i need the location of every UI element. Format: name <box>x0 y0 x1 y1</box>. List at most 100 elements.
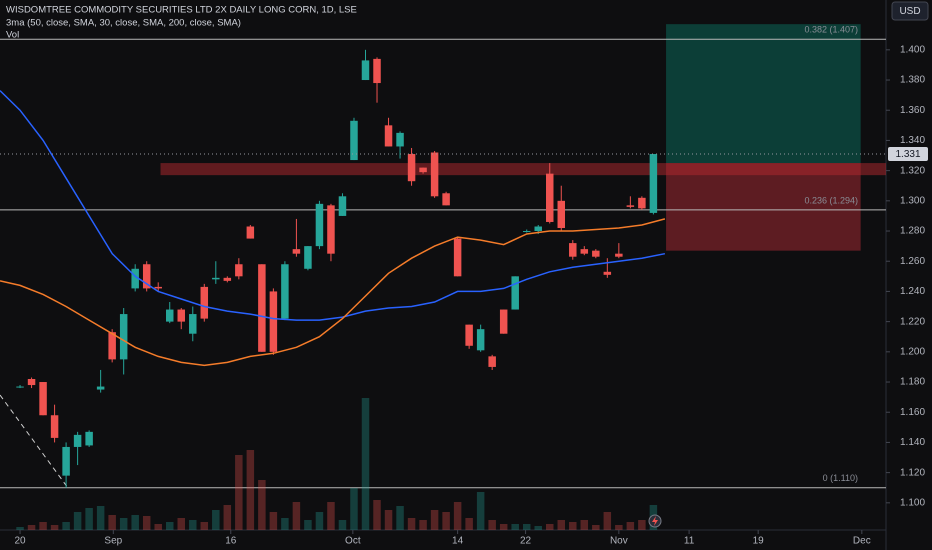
volume-bar <box>350 488 358 530</box>
volume-bar <box>27 525 36 530</box>
candle-body <box>177 309 185 322</box>
position-loss <box>666 163 861 251</box>
indicator-label: 3ma (50, close, SMA, 30, close, SMA, 200… <box>6 18 241 29</box>
volume-bar <box>327 502 335 530</box>
candle-body <box>361 60 370 81</box>
volume-label: Vol <box>6 30 19 41</box>
candle-body <box>39 382 47 416</box>
candle-body <box>626 205 635 207</box>
position-profit <box>666 24 861 164</box>
candle-body <box>154 286 162 289</box>
chart-title: WISDOMTREE COMMODITY SECURITIES LTD 2X D… <box>6 5 357 16</box>
candle-body <box>534 226 542 232</box>
candle-body <box>592 250 600 257</box>
volume-bar <box>476 492 485 530</box>
candle-body <box>557 200 566 229</box>
fib-label: 0.236 (1.294) <box>804 195 858 205</box>
y-tick-label: 1.120 <box>900 467 925 478</box>
volume-bar <box>189 520 197 530</box>
candle-body <box>569 243 577 257</box>
x-tick-label: 20 <box>14 536 26 547</box>
volume-bar <box>304 520 312 530</box>
y-tick-label: 1.340 <box>900 135 925 146</box>
candle-body <box>142 264 151 289</box>
candle-body <box>407 154 416 182</box>
candle-body <box>246 226 255 239</box>
volume-bar <box>108 515 116 530</box>
volume-bar <box>292 502 301 530</box>
volume-bar <box>50 525 59 530</box>
y-tick-label: 1.300 <box>900 195 925 206</box>
x-tick-label: 14 <box>452 536 464 547</box>
volume-bar <box>534 526 542 530</box>
trend-drawing <box>0 394 69 489</box>
volume-bar <box>154 524 162 530</box>
x-tick-label: 22 <box>520 536 532 547</box>
volume-bar <box>419 520 427 530</box>
volume-bar <box>338 520 347 530</box>
volume-bar <box>62 522 70 530</box>
y-tick-label: 1.360 <box>900 105 925 116</box>
y-tick-label: 1.100 <box>900 497 925 508</box>
volume-bar <box>142 516 151 530</box>
candle-body <box>189 314 197 334</box>
currency-label[interactable]: USD <box>899 6 920 17</box>
candle-body <box>499 309 508 334</box>
candle-body <box>27 379 36 386</box>
currency-button[interactable] <box>891 1 929 21</box>
candle-body <box>73 434 82 447</box>
x-tick-label: Dec <box>853 536 871 547</box>
volume-bar <box>396 506 404 530</box>
candle-body <box>350 120 358 161</box>
moving-average <box>0 90 666 321</box>
volume-bar <box>315 512 324 530</box>
candle-body <box>580 249 589 254</box>
candle-body <box>396 132 404 147</box>
fib-label: 0.382 (1.407) <box>804 25 858 35</box>
volume-bar <box>85 508 93 530</box>
volume-bar <box>430 510 439 530</box>
volume-bar <box>131 515 139 530</box>
volume-bar <box>557 520 566 530</box>
resistance-zone <box>160 163 886 176</box>
y-tick-label: 1.320 <box>900 165 925 176</box>
candle-body <box>235 264 243 277</box>
candle-body <box>96 386 105 390</box>
candle-body <box>638 197 646 209</box>
volume-bar <box>165 522 174 530</box>
candle-body <box>430 152 439 197</box>
y-tick-label: 1.200 <box>900 346 925 357</box>
volume-bar <box>39 522 47 530</box>
candle-body <box>292 249 301 254</box>
candle-body <box>373 58 381 84</box>
candle-body <box>511 276 519 310</box>
y-tick-label: 1.180 <box>900 377 925 388</box>
alert-icon-bolt <box>652 516 658 526</box>
volume-bar <box>453 502 462 530</box>
volume-bar <box>269 512 278 530</box>
volume-bar <box>16 527 24 530</box>
volume-bar <box>373 500 381 530</box>
volume-bar <box>177 518 185 530</box>
candle-body <box>488 356 496 367</box>
fib-label: 0 (1.110) <box>823 473 858 483</box>
volume-bar <box>258 480 266 530</box>
last-price-label: 1.331 <box>895 149 920 160</box>
last-price-box <box>888 147 928 162</box>
candle-body <box>62 446 70 476</box>
volume-bar <box>569 522 577 530</box>
y-tick-label: 1.140 <box>900 437 925 448</box>
candle-body <box>465 324 473 346</box>
volume-bar <box>96 506 105 530</box>
candle-body <box>384 125 393 147</box>
candle-body <box>108 332 116 360</box>
volume-bar <box>442 512 450 530</box>
x-tick-label: 16 <box>225 536 237 547</box>
candle-body <box>119 314 128 360</box>
volume-bar <box>407 518 416 530</box>
volume-bar <box>546 524 554 530</box>
volume-bar <box>212 510 220 530</box>
moving-average <box>0 218 666 367</box>
